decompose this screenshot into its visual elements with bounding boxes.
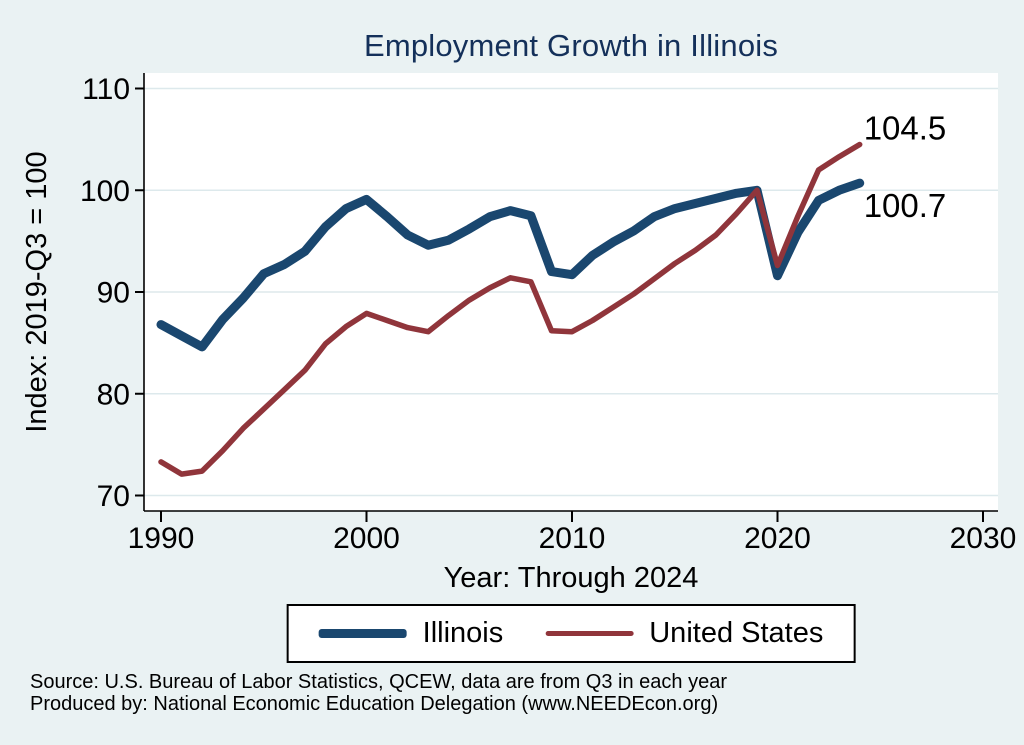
source-line-2: Produced by: National Economic Education… — [30, 692, 719, 715]
source-line-1: Source: U.S. Bureau of Labor Statistics,… — [30, 671, 727, 693]
y-tick-label: 110 — [82, 73, 130, 106]
legend: Illinois United States — [286, 604, 856, 663]
gridlines — [144, 87, 998, 497]
y-tick-label: 100 — [80, 175, 130, 208]
chart-title: Employment Growth in Illinois — [363, 28, 779, 63]
end-labels: 100.7 104.5 — [864, 109, 947, 224]
legend-swatch-illinois — [318, 629, 407, 638]
legend-label-united-states: United States — [649, 617, 824, 649]
y-tick-label: 70 — [97, 480, 130, 513]
x-tick-label: 2030 — [950, 522, 1017, 555]
x-tick-label: 2000 — [333, 522, 400, 555]
legend-item-illinois: Illinois — [318, 617, 504, 650]
x-tick-label: 2010 — [539, 522, 606, 555]
axes: 70 80 90 100 110 1990 2000 2010 2020 2030 — [80, 73, 1016, 555]
x-axis-title: Year: Through 2024 — [444, 562, 699, 594]
source-note: Source: U.S. Bureau of Labor Statistics,… — [30, 671, 727, 715]
y-tick-label: 90 — [97, 277, 130, 310]
legend-swatch-united-states — [545, 630, 634, 637]
y-tick-label: 80 — [97, 378, 130, 411]
end-label-illinois: 100.7 — [864, 187, 947, 224]
series-line-illinois — [156, 178, 865, 352]
y-axis-title: Index: 2019-Q3 = 100 — [21, 151, 53, 432]
x-tick-label: 2020 — [744, 522, 811, 555]
series-line-united-states — [158, 141, 863, 477]
legend-item-united-states: United States — [545, 617, 823, 650]
legend-label-illinois: Illinois — [422, 617, 504, 649]
x-tick-label: 1990 — [128, 522, 195, 555]
end-label-united-states: 104.5 — [864, 109, 947, 146]
series-lines — [156, 141, 865, 477]
